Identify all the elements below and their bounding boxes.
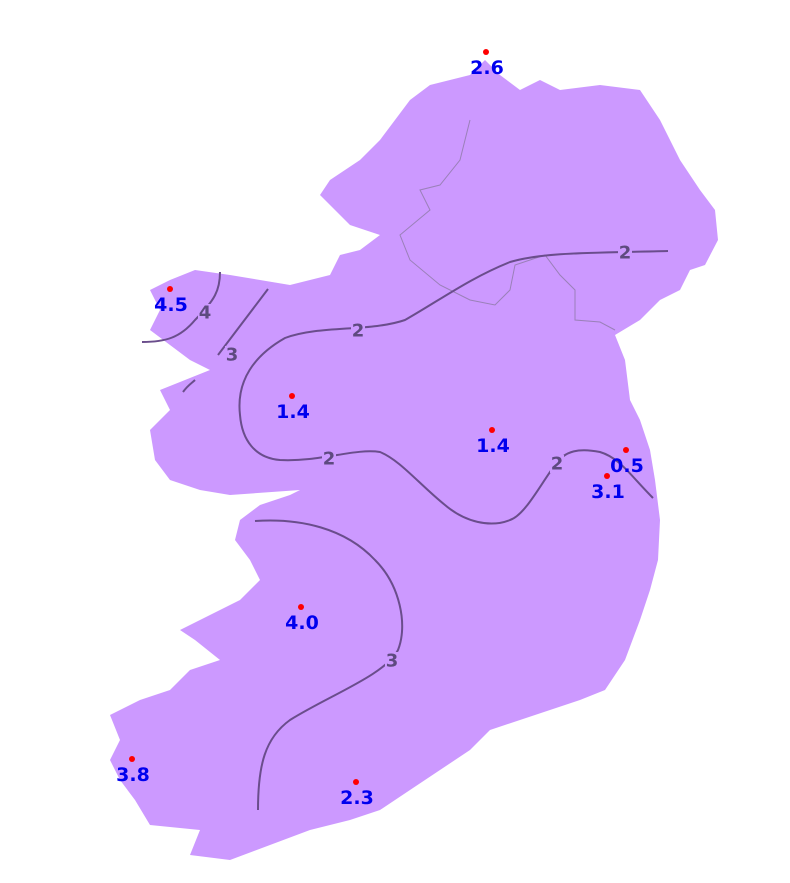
- contour-label: 4: [199, 303, 212, 324]
- contour-label-bg: [618, 244, 632, 262]
- station-value: 4.5: [154, 294, 188, 316]
- contour-label-bg: [351, 322, 365, 340]
- contour-label: 2: [323, 449, 336, 470]
- station-value: 2.3: [340, 787, 374, 809]
- contour-label-bg: [225, 346, 239, 364]
- ni-border: [399, 119, 616, 331]
- station-value: 4.0: [285, 612, 319, 634]
- contour-label-bg: [198, 304, 212, 322]
- contour-line-3-south: [254, 519, 404, 811]
- station-marker: [129, 756, 135, 762]
- station-marker: [483, 49, 489, 55]
- station-marker: [167, 286, 173, 292]
- station-marker: [489, 427, 495, 433]
- contour-line-3-west: [182, 288, 269, 393]
- contour-line-4: [141, 271, 221, 343]
- station-value: 1.4: [276, 401, 310, 423]
- station-value: 3.8: [116, 764, 150, 786]
- station-marker: [604, 473, 610, 479]
- contour-label-bg: [385, 652, 399, 670]
- contour-label: 2: [551, 454, 564, 475]
- contour-label-bg: [322, 450, 336, 468]
- station-value: 2.6: [470, 57, 504, 79]
- station-value: 0.5: [610, 455, 644, 477]
- contour-label: 2: [352, 321, 365, 342]
- contour-label: 3: [226, 345, 239, 366]
- station-marker: [623, 447, 629, 453]
- contour-label: 2: [619, 243, 632, 264]
- ireland-landmass: [110, 60, 718, 860]
- station-value: 1.4: [476, 435, 510, 457]
- contour-label-bg: [550, 455, 564, 473]
- station-marker: [298, 604, 304, 610]
- station-marker: [353, 779, 359, 785]
- contour-label: 3: [386, 651, 399, 672]
- station-marker: [289, 393, 295, 399]
- station-value: 3.1: [591, 481, 625, 503]
